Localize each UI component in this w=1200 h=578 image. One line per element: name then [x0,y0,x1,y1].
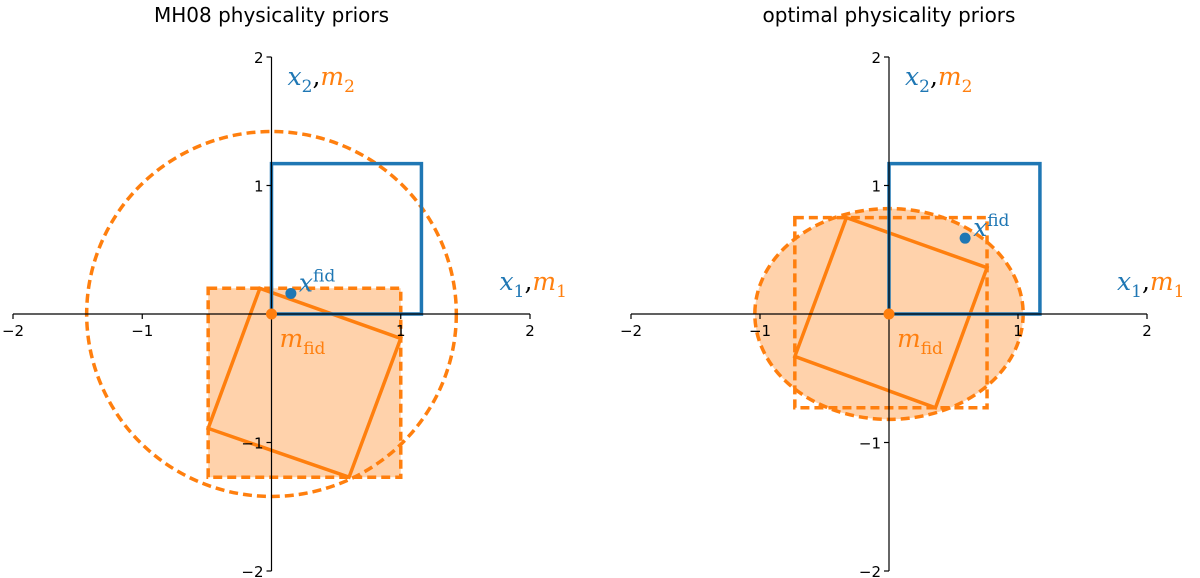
math-base: m [938,62,962,91]
math-sup: fid [987,211,1009,231]
y-tick-label: −1 [859,435,881,453]
panel: MH08 physicality priors−2 −1 1 2−2−112xfidm… [2,3,567,578]
chart-title: MH08 physicality priors [154,3,389,27]
math-sub: 1 [1131,282,1142,302]
x-axis-label: x1,m1 [500,267,567,302]
prior-region [792,215,990,411]
math-sub: fid [303,339,325,359]
math-base: x [1117,267,1131,296]
x-tick-label: −1 [749,322,771,340]
point [883,308,895,320]
label-sep: , [524,267,532,296]
label-sep: , [312,62,320,91]
math-sup: fid [313,266,335,286]
y-tick-label: −2 [859,563,881,578]
math-base: x [288,62,302,91]
x-tick-label: 1 [1013,322,1023,340]
point-label: mfid [280,324,326,359]
point [285,287,297,299]
math-sub: 2 [302,77,313,97]
math-sub: 1 [1174,282,1185,302]
math-base: x [500,267,514,296]
math-base: m [1150,267,1174,296]
math-base: m [532,267,556,296]
x-tick-label: −2 [620,322,642,340]
point [959,232,971,244]
math-sub: 1 [556,282,567,302]
x-tick-label: −2 [2,322,24,340]
math-base: x [973,213,987,242]
y-tick-label: 2 [254,49,264,67]
prior-region [206,286,403,479]
math-sub: 2 [344,77,355,97]
y-tick-label: −2 [241,563,263,578]
panel: optimal physicality priors−2 −1 1 2−2−112xf… [620,3,1185,578]
point [266,308,277,320]
x-tick-label: 1 [396,322,406,340]
prior-region-fill [208,288,401,478]
math-sub: fid [921,339,943,359]
label-sep: , [930,62,938,91]
x-tick-label: −1 [131,322,153,340]
math-base: m [280,324,304,353]
point-label: xfid [299,266,335,297]
math-base: m [897,324,921,353]
prior-region [793,215,989,410]
chart-title: optimal physicality priors [763,3,1016,27]
y-tick-label: −1 [241,435,263,453]
math-base: m [320,62,344,91]
x-tick-label: 2 [1142,322,1152,340]
math-sub: 2 [962,77,973,97]
y-tick-label: 2 [871,49,881,67]
y-axis-label: x2,m2 [288,62,355,97]
prior-region [205,286,404,480]
math-sub: 2 [919,77,930,97]
label-sep: , [1142,267,1150,296]
y-tick-label: 1 [254,178,264,196]
x-axis-label: x1,m1 [1117,267,1184,302]
math-base: x [299,268,313,297]
point-label: mfid [897,324,943,359]
x-tick-label: 2 [525,322,535,340]
y-tick-label: 1 [871,178,881,196]
point-label: xfid [973,211,1009,242]
math-base: x [905,62,919,91]
math-sub: 1 [514,282,525,302]
y-axis-label: x2,m2 [905,62,972,97]
shapes [753,161,1042,422]
